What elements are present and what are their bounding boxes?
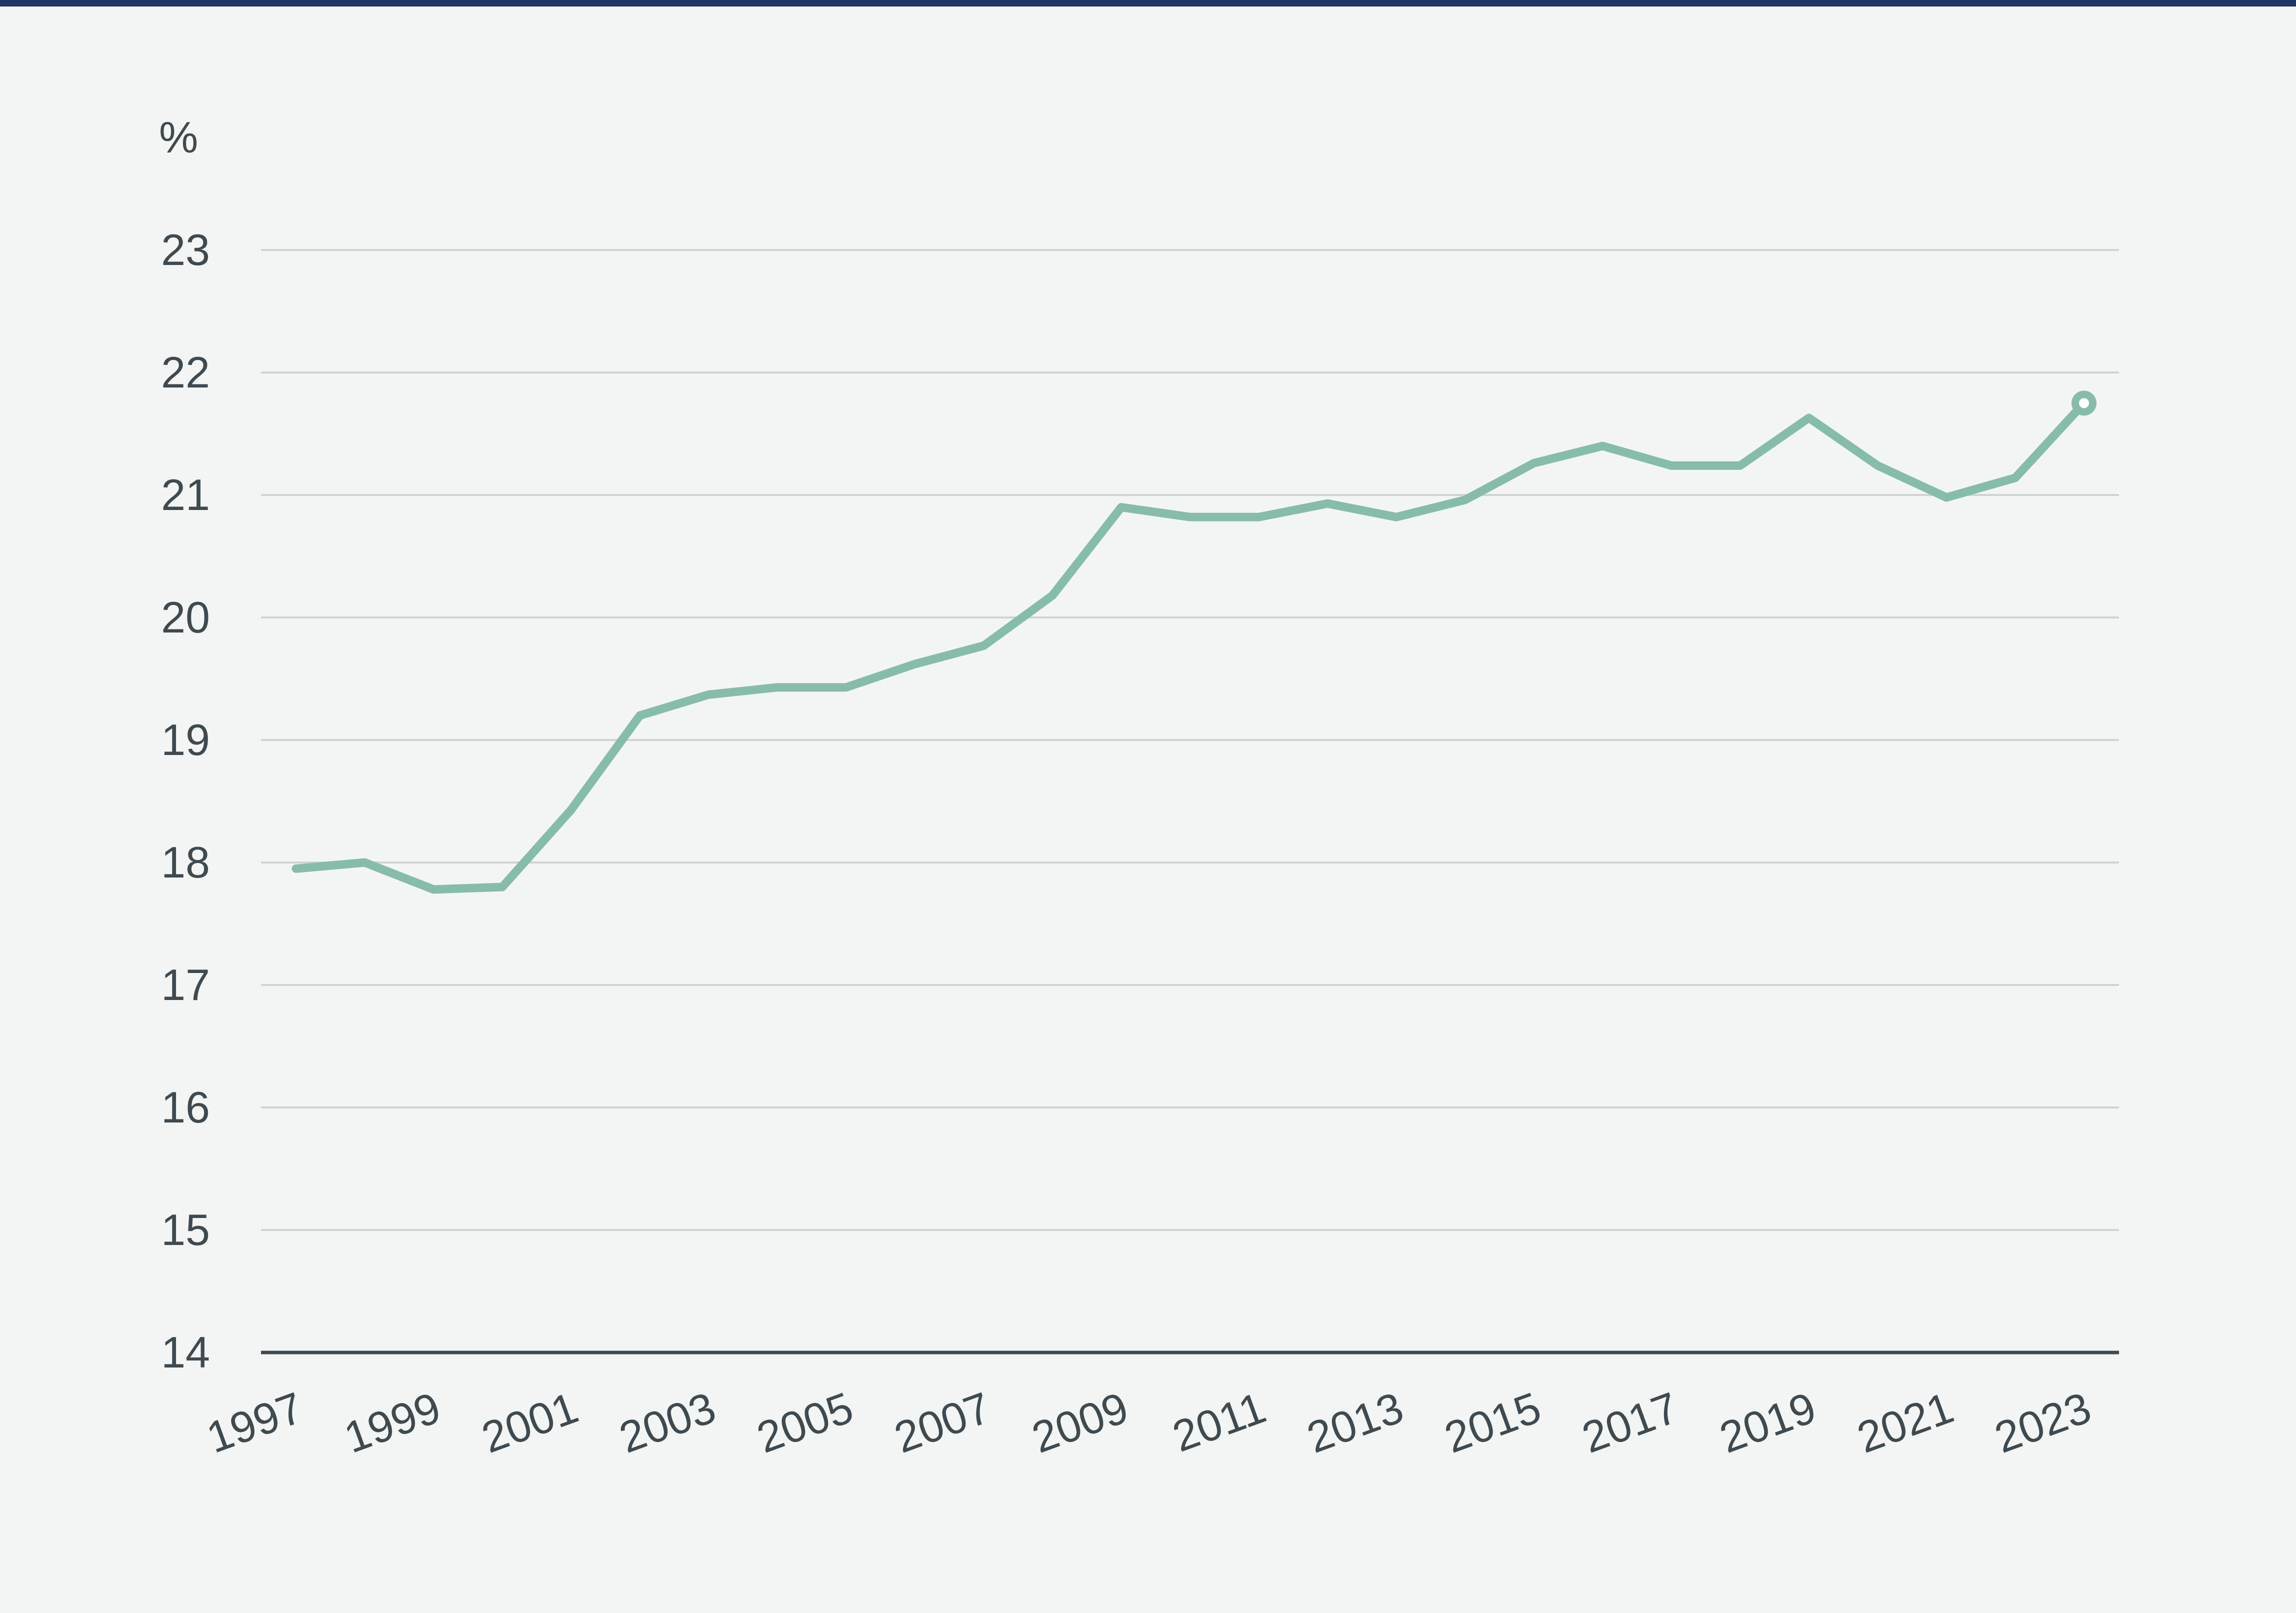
x-tick-label: 2021 bbox=[1851, 1382, 1960, 1462]
x-tick-label: 2013 bbox=[1300, 1382, 1410, 1462]
x-tick-label: 2007 bbox=[888, 1382, 997, 1462]
data-series bbox=[292, 390, 2096, 894]
top-accent-rule bbox=[0, 0, 2296, 6]
y-tick-label: 23 bbox=[161, 225, 210, 274]
x-tick-label: 2011 bbox=[1166, 1382, 1272, 1462]
x-tick-label: 2005 bbox=[750, 1382, 860, 1462]
y-tick-label: 20 bbox=[161, 592, 210, 642]
y-tick-label: 17 bbox=[161, 960, 210, 1010]
series-line bbox=[292, 398, 2088, 894]
y-tick-label: 14 bbox=[161, 1328, 210, 1377]
y-axis-ticks: 14 15 16 17 18 19 20 21 22 23 bbox=[161, 225, 210, 1377]
y-tick-label: 18 bbox=[161, 838, 210, 887]
x-tick-label: 2017 bbox=[1576, 1382, 1684, 1462]
y-tick-label: 15 bbox=[161, 1205, 210, 1254]
last-point-marker-center bbox=[2079, 398, 2089, 408]
x-tick-label: 1997 bbox=[200, 1382, 310, 1462]
x-tick-label: 2023 bbox=[1988, 1382, 2098, 1462]
x-tick-label: 2015 bbox=[1438, 1382, 1547, 1462]
x-tick-label: 2019 bbox=[1714, 1382, 1822, 1462]
x-tick-label: 1999 bbox=[338, 1382, 447, 1462]
x-tick-label: 2009 bbox=[1026, 1382, 1134, 1462]
y-axis-unit-label: % bbox=[159, 112, 198, 162]
x-axis-ticks: 1997 1999 2001 2003 2005 2007 2009 2011 2013 2015… bbox=[200, 1382, 2098, 1462]
y-tick-label: 21 bbox=[161, 470, 210, 520]
gridlines bbox=[261, 249, 2119, 1231]
x-tick-label: 2003 bbox=[613, 1382, 722, 1462]
y-tick-label: 22 bbox=[161, 348, 210, 397]
y-tick-label: 16 bbox=[161, 1082, 210, 1132]
x-tick-label: 2001 bbox=[476, 1382, 584, 1462]
y-tick-label: 19 bbox=[161, 715, 210, 764]
